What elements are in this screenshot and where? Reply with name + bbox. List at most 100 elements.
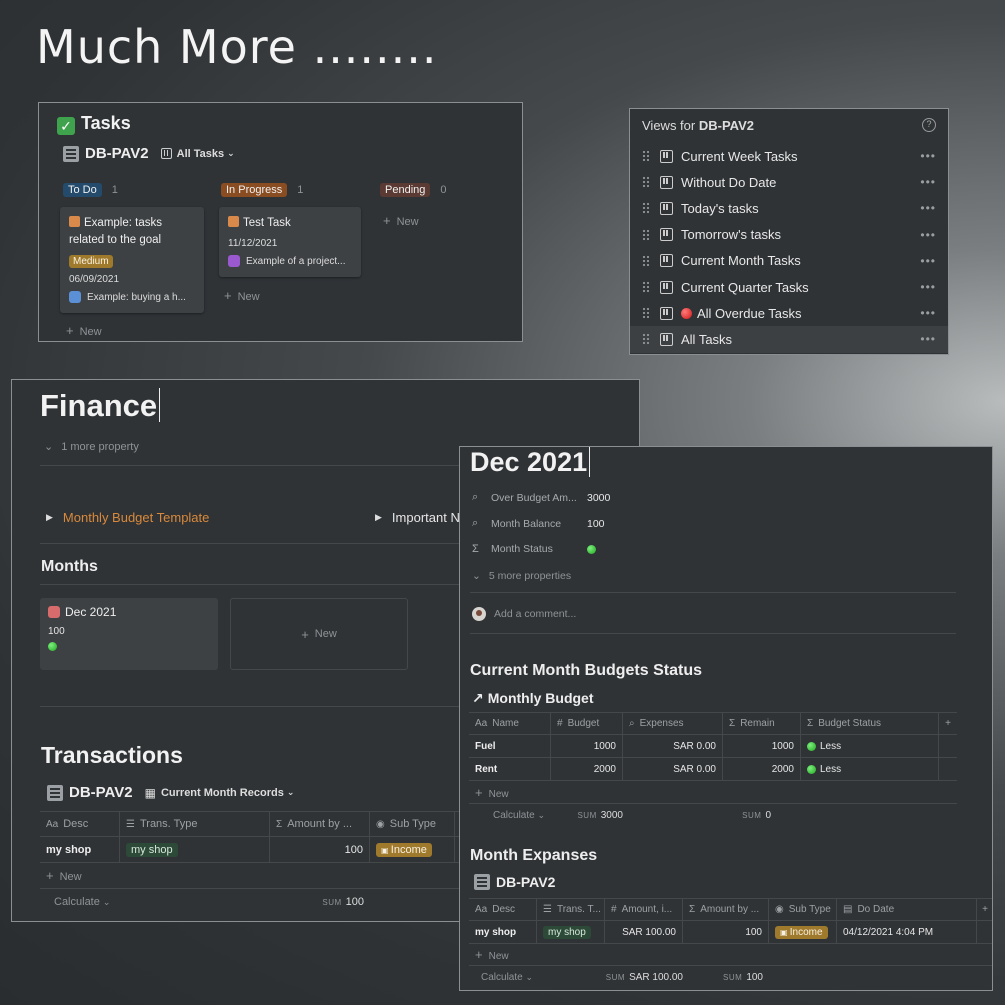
month-card[interactable]: Dec 2021 100 <box>40 598 218 670</box>
drag-handle-icon[interactable] <box>642 176 650 189</box>
new-row-button[interactable]: + New <box>469 781 957 804</box>
toggle-monthly-budget-template[interactable]: ▶ Monthly Budget Template <box>46 510 210 525</box>
drag-handle-icon[interactable] <box>642 254 650 267</box>
header-sub-type[interactable]: ◉ Sub Type <box>370 812 455 836</box>
header-trans-type[interactable]: ☰ Trans. Type <box>120 812 270 836</box>
cell-budget[interactable]: 1000 <box>551 735 623 757</box>
drag-handle-icon[interactable] <box>642 202 650 215</box>
drag-handle-icon[interactable] <box>642 307 650 320</box>
toggle-important[interactable]: ▶ Important N <box>375 510 460 525</box>
cell-name[interactable]: Rent <box>469 758 551 780</box>
more-options-icon[interactable]: ••• <box>920 227 936 242</box>
table-row[interactable]: my shop my shop SAR 100.00 100 ▣ Income … <box>469 921 992 944</box>
more-options-icon[interactable]: ••• <box>920 175 936 190</box>
more-properties-toggle[interactable]: ⌄ 5 more properties <box>472 570 572 582</box>
header-expenses[interactable]: ⌕ Expenses <box>623 713 723 734</box>
header-desc[interactable]: Aa Desc <box>40 812 120 836</box>
header-trans-type[interactable]: ☰ Trans. T... <box>537 899 605 920</box>
view-item[interactable]: Without Do Date ••• <box>630 169 948 195</box>
cell-amount[interactable]: 100 <box>270 837 370 862</box>
header-name[interactable]: Aa Name <box>469 713 551 734</box>
sum-remain[interactable]: SUM 0 <box>742 810 771 821</box>
drag-handle-icon[interactable] <box>642 228 650 241</box>
new-row-button[interactable]: + New <box>469 944 992 966</box>
cell-name[interactable]: Fuel <box>469 735 551 757</box>
view-item[interactable]: Current Month Tasks ••• <box>630 248 948 274</box>
cell-status[interactable]: Less <box>801 758 939 780</box>
cell-expenses[interactable]: SAR 0.00 <box>623 735 723 757</box>
sum-amount-i[interactable]: SUM SAR 100.00 <box>605 972 683 983</box>
more-options-icon[interactable]: ••• <box>920 253 936 268</box>
header-budget-status[interactable]: Σ Budget Status <box>801 713 939 734</box>
help-icon[interactable]: ? <box>922 118 936 132</box>
new-pending-button[interactable]: + New <box>383 213 419 228</box>
new-month-button[interactable]: + New <box>230 598 408 670</box>
header-do-date[interactable]: ▤ Do Date <box>837 899 977 920</box>
cell-desc[interactable]: my shop <box>469 921 537 943</box>
cell-sub-type[interactable]: ▣ Income <box>769 921 837 943</box>
cell-expenses[interactable]: SAR 0.00 <box>623 758 723 780</box>
cell-trans-type[interactable]: my shop <box>120 837 270 862</box>
view-item[interactable]: All Overdue Tasks ••• <box>630 300 948 326</box>
cell-remain[interactable]: 2000 <box>723 758 801 780</box>
view-item[interactable]: Current Week Tasks ••• <box>630 143 948 169</box>
table-row[interactable]: Fuel 1000 SAR 0.00 1000 Less <box>469 735 957 758</box>
cell-do-date[interactable]: 04/12/2021 4:04 PM <box>837 921 977 943</box>
view-item[interactable]: Current Quarter Tasks ••• <box>630 274 948 300</box>
more-property-toggle[interactable]: ⌄ 1 more property <box>44 441 139 453</box>
sum-budget[interactable]: SUM 3000 <box>577 810 623 821</box>
table-row[interactable]: Rent 2000 SAR 0.00 2000 Less <box>469 758 957 781</box>
calculate-button[interactable]: Calculate ⌄ <box>54 896 111 908</box>
cell-status[interactable]: Less <box>801 735 939 757</box>
database-name[interactable]: DB-PAV2 <box>69 784 133 801</box>
more-options-icon[interactable]: ••• <box>920 280 936 295</box>
more-options-icon[interactable]: ••• <box>920 306 936 321</box>
view-item[interactable]: Tomorrow's tasks ••• <box>630 222 948 248</box>
cell-desc[interactable]: my shop <box>40 837 120 862</box>
view-item-active[interactable]: All Tasks ••• <box>630 326 948 353</box>
database-name[interactable]: DB-PAV2 <box>496 874 556 890</box>
cell-amount-i[interactable]: SAR 100.00 <box>605 921 683 943</box>
sum-amount-by[interactable]: SUM 100 <box>723 972 763 983</box>
cell-budget[interactable]: 2000 <box>551 758 623 780</box>
more-options-icon[interactable]: ••• <box>920 149 936 164</box>
header-amount-by[interactable]: Σ Amount by ... <box>270 812 370 836</box>
header-desc[interactable]: Aa Desc <box>469 899 537 920</box>
page-title[interactable]: Finance <box>40 388 161 424</box>
new-row-button[interactable]: + New <box>40 863 639 889</box>
database-name[interactable]: DB-PAV2 <box>85 145 149 162</box>
monthly-budget-link[interactable]: ↗ Monthly Budget <box>472 690 594 706</box>
header-remain[interactable]: Σ Remain <box>723 713 801 734</box>
page-title[interactable]: Dec 2021 <box>470 447 591 478</box>
header-amount-i[interactable]: # Amount, i... <box>605 899 683 920</box>
drag-handle-icon[interactable] <box>642 150 650 163</box>
add-column-icon[interactable]: + <box>945 718 951 729</box>
task-card[interactable]: Example: tasks related to the goal Medium… <box>60 207 204 313</box>
drag-handle-icon[interactable] <box>642 333 650 346</box>
add-column-icon[interactable]: + <box>982 904 988 915</box>
task-relation[interactable]: Example: buying a h... <box>69 291 195 303</box>
sum-amount[interactable]: SUM 100 <box>322 896 364 908</box>
new-in-progress-button[interactable]: + New <box>224 288 260 303</box>
cell-sub-type[interactable]: ▣ Income <box>370 837 455 862</box>
comment-input[interactable]: Add a comment... <box>472 607 576 621</box>
header-amount-by[interactable]: Σ Amount by ... <box>683 899 769 920</box>
cell-trans-type[interactable]: my shop <box>537 921 605 943</box>
task-relation[interactable]: Example of a project... <box>228 255 352 267</box>
new-todo-button[interactable]: + New <box>66 323 102 338</box>
header-budget[interactable]: # Budget <box>551 713 623 734</box>
view-selector[interactable]: All Tasks ⌄ <box>160 148 235 160</box>
calculate-button[interactable]: Calculate ⌄ <box>481 972 534 983</box>
view-item[interactable]: Today's tasks ••• <box>630 195 948 221</box>
calculate-button[interactable]: Calculate ⌄ <box>493 810 546 821</box>
checkmark-icon: ✓ <box>57 117 75 135</box>
cell-amount-by[interactable]: 100 <box>683 921 769 943</box>
cell-remain[interactable]: 1000 <box>723 735 801 757</box>
drag-handle-icon[interactable] <box>642 281 650 294</box>
table-row[interactable]: my shop my shop 100 ▣ Income <box>40 837 639 863</box>
task-card[interactable]: Test Task 11/12/2021 Example of a projec… <box>219 207 361 277</box>
more-options-icon[interactable]: ••• <box>920 332 936 347</box>
view-selector[interactable]: ▦ Current Month Records ⌄ <box>144 785 295 800</box>
header-sub-type[interactable]: ◉ Sub Type <box>769 899 837 920</box>
more-options-icon[interactable]: ••• <box>920 201 936 216</box>
